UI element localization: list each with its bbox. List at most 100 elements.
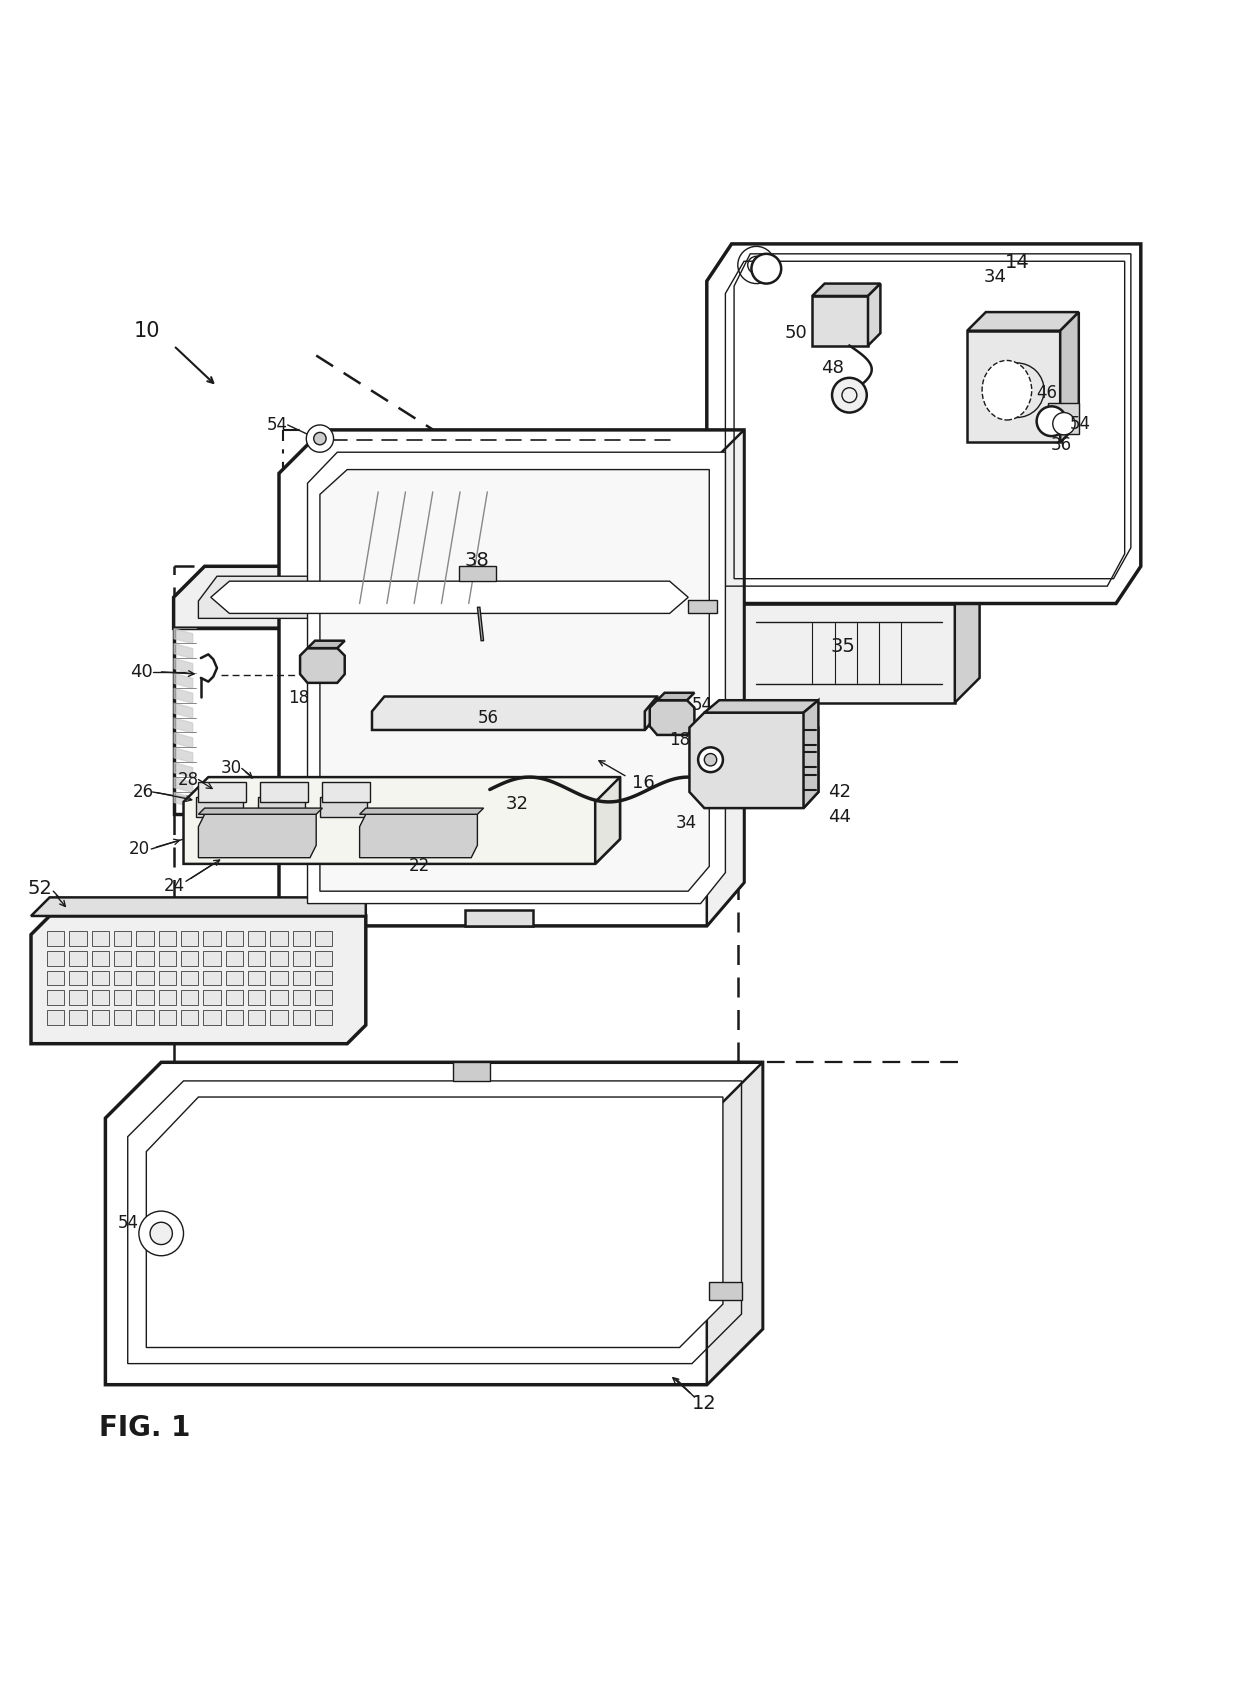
Text: 44: 44 [828, 807, 852, 826]
Polygon shape [293, 1010, 310, 1025]
Polygon shape [477, 608, 484, 640]
Text: 48: 48 [821, 359, 843, 376]
Polygon shape [707, 429, 744, 926]
Text: 30: 30 [221, 760, 242, 778]
Polygon shape [707, 1063, 763, 1385]
Polygon shape [211, 581, 688, 613]
Polygon shape [595, 777, 620, 863]
Polygon shape [198, 814, 316, 858]
Polygon shape [136, 971, 154, 986]
Polygon shape [136, 991, 154, 1005]
Polygon shape [47, 1010, 64, 1025]
Polygon shape [955, 579, 980, 703]
Polygon shape [293, 932, 310, 945]
Text: 54: 54 [1070, 416, 1091, 433]
Polygon shape [360, 814, 477, 858]
Polygon shape [645, 697, 657, 731]
Polygon shape [114, 1010, 131, 1025]
Circle shape [314, 433, 326, 444]
Circle shape [704, 753, 717, 766]
Polygon shape [136, 950, 154, 966]
Polygon shape [967, 312, 1079, 330]
Text: 34: 34 [983, 269, 1007, 286]
Polygon shape [47, 991, 64, 1005]
Polygon shape [92, 1010, 109, 1025]
Polygon shape [868, 284, 880, 346]
Polygon shape [308, 640, 345, 649]
Polygon shape [293, 991, 310, 1005]
Text: FIG. 1: FIG. 1 [99, 1413, 191, 1442]
Polygon shape [279, 429, 744, 926]
Polygon shape [360, 809, 484, 814]
Polygon shape [248, 991, 265, 1005]
Polygon shape [159, 1010, 176, 1025]
Polygon shape [69, 991, 87, 1005]
Polygon shape [967, 330, 1060, 443]
Circle shape [751, 254, 781, 284]
Polygon shape [146, 1097, 723, 1347]
Polygon shape [203, 971, 221, 986]
Polygon shape [812, 284, 880, 296]
Polygon shape [300, 649, 345, 683]
Polygon shape [465, 909, 533, 926]
Polygon shape [114, 950, 131, 966]
Text: 22: 22 [409, 857, 430, 875]
Polygon shape [459, 567, 496, 581]
Text: 34: 34 [676, 814, 697, 833]
Polygon shape [203, 932, 221, 945]
Polygon shape [92, 950, 109, 966]
Polygon shape [315, 971, 332, 986]
Polygon shape [92, 971, 109, 986]
Polygon shape [198, 809, 322, 814]
Polygon shape [650, 700, 694, 736]
Polygon shape [260, 782, 308, 802]
Polygon shape [181, 991, 198, 1005]
Polygon shape [159, 950, 176, 966]
Polygon shape [69, 932, 87, 945]
Polygon shape [689, 712, 818, 809]
Text: 54: 54 [267, 416, 288, 434]
Polygon shape [688, 599, 717, 613]
Polygon shape [812, 296, 868, 346]
Polygon shape [704, 700, 818, 712]
Polygon shape [315, 1010, 332, 1025]
Polygon shape [270, 971, 288, 986]
Text: 18: 18 [288, 688, 309, 707]
Polygon shape [159, 991, 176, 1005]
Polygon shape [47, 971, 64, 986]
Polygon shape [270, 950, 288, 966]
Polygon shape [198, 576, 717, 618]
Polygon shape [114, 932, 131, 945]
Polygon shape [181, 1010, 198, 1025]
Polygon shape [184, 777, 620, 863]
Polygon shape [31, 916, 366, 1044]
Text: 26: 26 [133, 783, 154, 800]
Polygon shape [308, 453, 725, 904]
Polygon shape [198, 782, 246, 802]
Circle shape [150, 1223, 172, 1245]
Polygon shape [1060, 312, 1079, 443]
Polygon shape [181, 932, 198, 945]
Polygon shape [226, 950, 243, 966]
Text: 24: 24 [164, 877, 185, 896]
Polygon shape [92, 991, 109, 1005]
Text: 12: 12 [692, 1393, 717, 1413]
Polygon shape [203, 1010, 221, 1025]
Polygon shape [320, 470, 709, 891]
Polygon shape [203, 991, 221, 1005]
Ellipse shape [982, 361, 1032, 421]
Text: 42: 42 [828, 783, 852, 800]
Polygon shape [136, 932, 154, 945]
Circle shape [1037, 407, 1066, 436]
Polygon shape [270, 932, 288, 945]
Polygon shape [738, 603, 955, 703]
Text: 54: 54 [692, 697, 713, 714]
Text: 18: 18 [670, 731, 691, 749]
Polygon shape [136, 1010, 154, 1025]
Polygon shape [181, 971, 198, 986]
Text: 56: 56 [477, 708, 498, 727]
Text: 10: 10 [134, 320, 160, 341]
Polygon shape [322, 782, 370, 802]
Text: 20: 20 [129, 840, 150, 858]
Text: 40: 40 [130, 662, 153, 681]
